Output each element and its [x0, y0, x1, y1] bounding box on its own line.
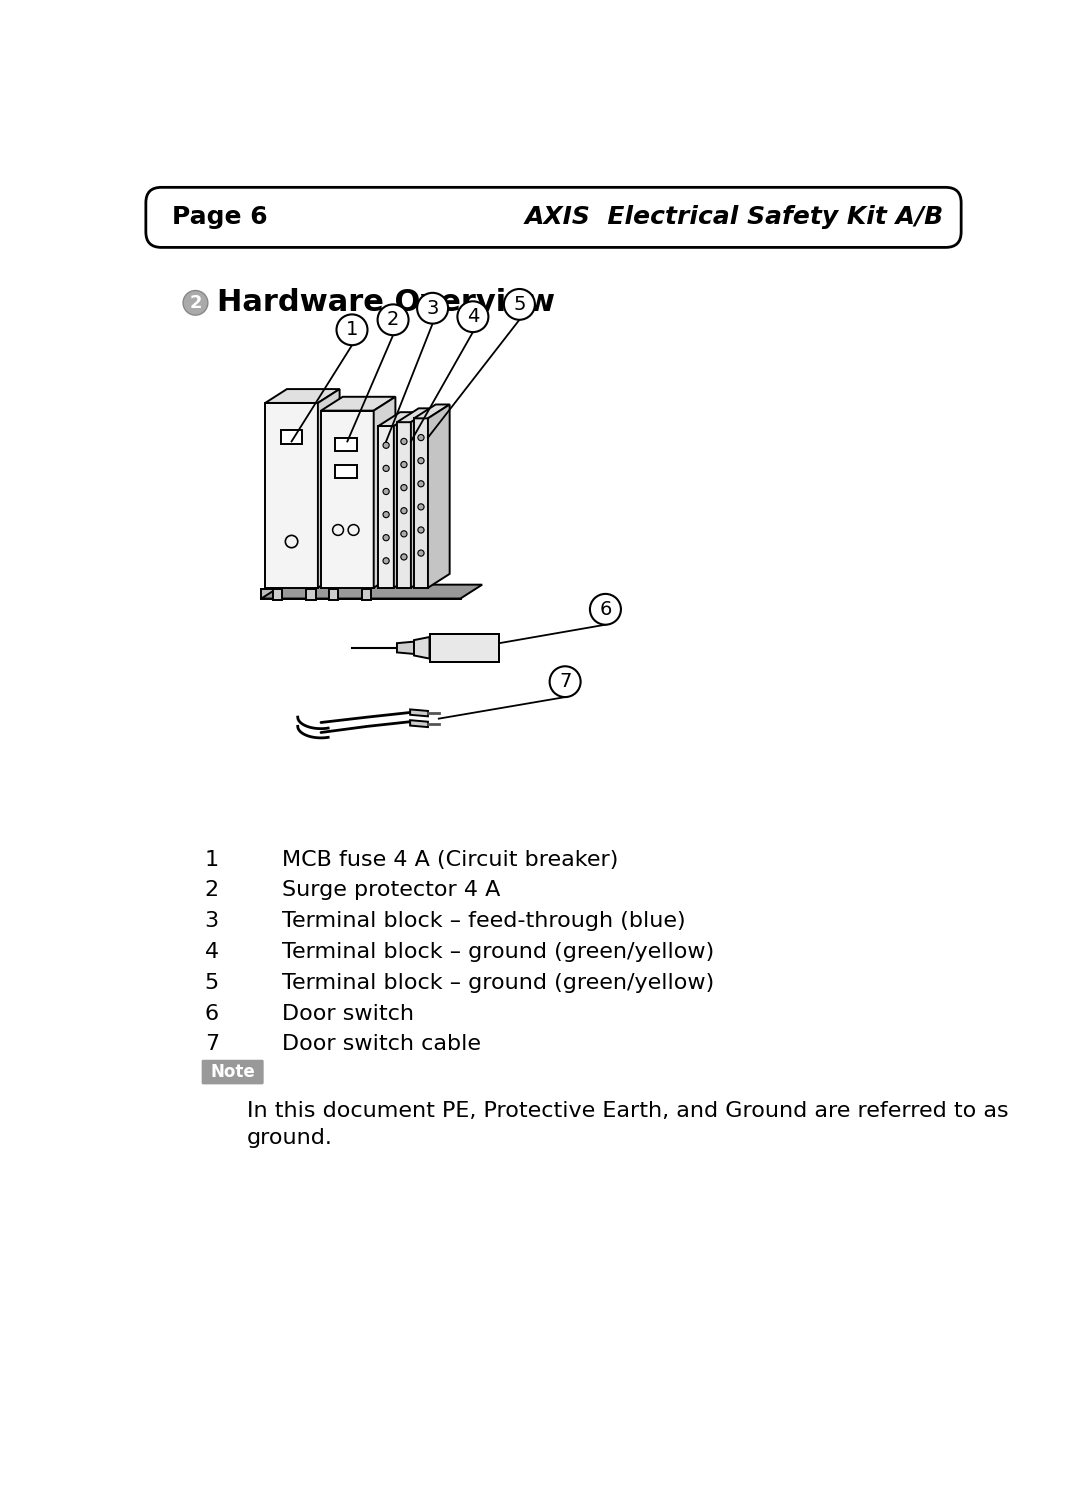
- Circle shape: [401, 507, 407, 513]
- Circle shape: [418, 434, 424, 440]
- Circle shape: [418, 504, 424, 510]
- Polygon shape: [410, 409, 433, 588]
- Circle shape: [418, 481, 424, 487]
- Text: 2: 2: [189, 293, 202, 311]
- Text: 3: 3: [205, 912, 219, 931]
- Text: 7: 7: [559, 672, 571, 692]
- Text: Door switch: Door switch: [282, 1003, 415, 1024]
- Circle shape: [401, 554, 407, 560]
- Polygon shape: [261, 590, 460, 599]
- Polygon shape: [321, 397, 395, 410]
- Text: 3: 3: [427, 299, 438, 317]
- Text: Terminal block – ground (green/yellow): Terminal block – ground (green/yellow): [282, 942, 715, 963]
- Text: Page 6: Page 6: [172, 205, 268, 229]
- Polygon shape: [362, 590, 372, 600]
- Polygon shape: [414, 418, 428, 588]
- Polygon shape: [335, 464, 356, 478]
- Text: Door switch cable: Door switch cable: [282, 1034, 482, 1054]
- Circle shape: [504, 289, 535, 320]
- Text: 1: 1: [346, 320, 359, 340]
- Text: 7: 7: [205, 1034, 219, 1054]
- Circle shape: [590, 594, 621, 624]
- Polygon shape: [428, 404, 449, 588]
- Text: MCB fuse 4 A (Circuit breaker): MCB fuse 4 A (Circuit breaker): [282, 849, 619, 870]
- Circle shape: [383, 534, 389, 540]
- Text: 6: 6: [205, 1003, 219, 1024]
- Text: 2: 2: [205, 880, 219, 900]
- Polygon shape: [410, 710, 428, 717]
- Polygon shape: [281, 430, 302, 443]
- Polygon shape: [307, 590, 315, 600]
- Circle shape: [417, 293, 448, 323]
- Circle shape: [383, 488, 389, 494]
- Text: 4: 4: [467, 307, 480, 326]
- Text: Note: Note: [211, 1063, 255, 1081]
- Text: 4: 4: [205, 942, 219, 963]
- Polygon shape: [335, 437, 356, 451]
- Polygon shape: [414, 638, 430, 659]
- Polygon shape: [414, 404, 449, 418]
- Circle shape: [401, 531, 407, 537]
- Polygon shape: [397, 642, 414, 654]
- Polygon shape: [374, 397, 395, 588]
- Polygon shape: [410, 720, 428, 728]
- Polygon shape: [273, 590, 282, 600]
- Polygon shape: [430, 633, 499, 662]
- Circle shape: [383, 466, 389, 472]
- Polygon shape: [328, 590, 338, 600]
- Text: 2: 2: [387, 310, 400, 329]
- Polygon shape: [394, 412, 416, 588]
- Circle shape: [418, 458, 424, 464]
- Text: 5: 5: [513, 295, 526, 314]
- FancyBboxPatch shape: [146, 187, 961, 247]
- Polygon shape: [261, 585, 482, 599]
- Circle shape: [401, 485, 407, 491]
- Text: Terminal block – ground (green/yellow): Terminal block – ground (green/yellow): [282, 973, 715, 993]
- Polygon shape: [378, 412, 416, 427]
- Text: Surge protector 4 A: Surge protector 4 A: [282, 880, 501, 900]
- FancyBboxPatch shape: [202, 1060, 264, 1084]
- Circle shape: [550, 666, 581, 698]
- Circle shape: [458, 301, 488, 332]
- Polygon shape: [318, 389, 339, 588]
- Circle shape: [337, 314, 367, 346]
- Text: ground.: ground.: [246, 1129, 333, 1148]
- Polygon shape: [397, 422, 410, 588]
- Text: AXIS  Electrical Safety Kit A/B: AXIS Electrical Safety Kit A/B: [525, 205, 944, 229]
- Circle shape: [183, 290, 207, 316]
- Circle shape: [401, 461, 407, 467]
- Polygon shape: [378, 427, 394, 588]
- Polygon shape: [266, 403, 318, 588]
- Text: 6: 6: [599, 600, 611, 618]
- Text: 1: 1: [205, 849, 219, 870]
- Polygon shape: [321, 410, 374, 588]
- Text: 5: 5: [205, 973, 219, 993]
- Bar: [430, 633, 499, 662]
- Circle shape: [378, 304, 408, 335]
- Circle shape: [401, 439, 407, 445]
- Text: Hardware Overview: Hardware Overview: [217, 289, 555, 317]
- Circle shape: [418, 549, 424, 557]
- Circle shape: [383, 558, 389, 564]
- Polygon shape: [397, 409, 433, 422]
- Circle shape: [383, 512, 389, 518]
- Text: Terminal block – feed-through (blue): Terminal block – feed-through (blue): [282, 912, 686, 931]
- Circle shape: [383, 442, 389, 449]
- Polygon shape: [266, 389, 339, 403]
- Circle shape: [418, 527, 424, 533]
- Text: In this document PE, Protective Earth, and Ground are referred to as: In this document PE, Protective Earth, a…: [246, 1100, 1009, 1121]
